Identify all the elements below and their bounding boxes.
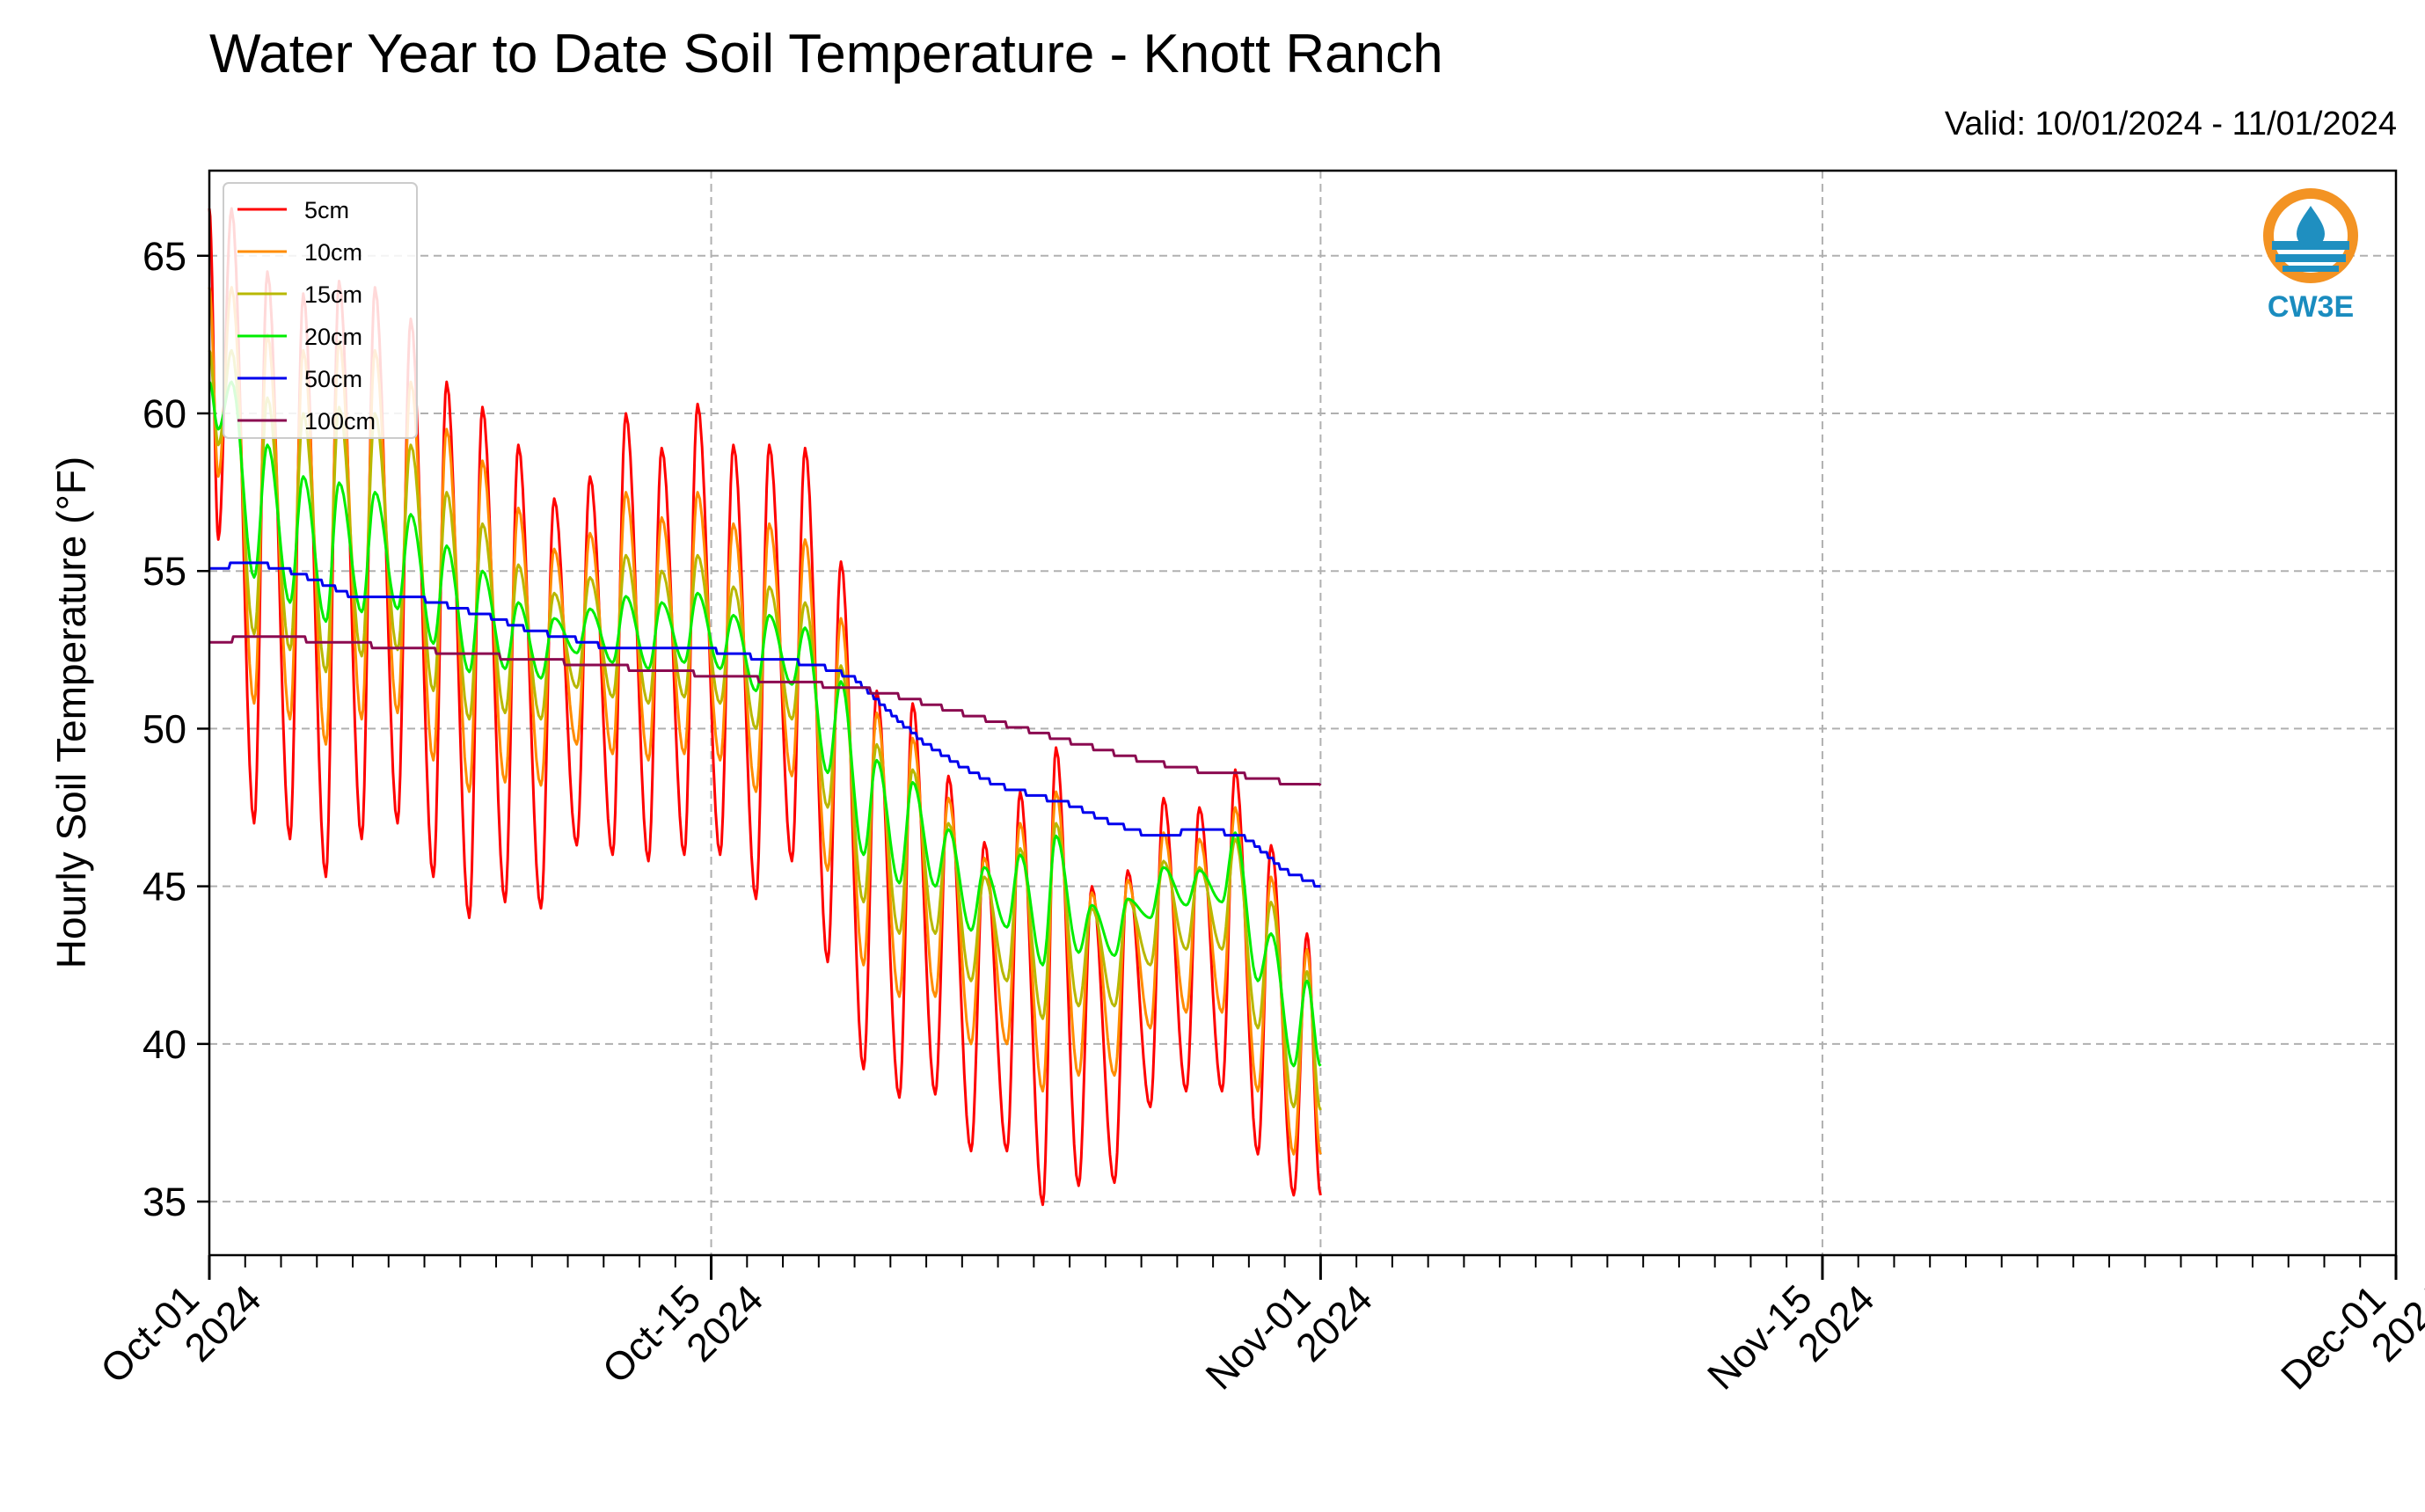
legend-label-10cm: 10cm [304,239,362,266]
legend-label-5cm: 5cm [304,197,349,223]
legend: 5cm 10cm 15cm 20cm 50cm 100cm [223,182,418,439]
y-tick-label: 55 [142,549,186,594]
y-tick-label: 35 [142,1180,186,1224]
cw3e-logo: CW3E [2263,188,2358,324]
y-tick-label: 45 [142,865,186,909]
y-tick-label: 40 [142,1022,186,1067]
series-line-50cm [209,561,1321,888]
series-line-20cm [208,380,1322,1068]
logo-text: CW3E [2268,290,2354,324]
y-axis-label: Hourly Soil Temperature (°F) [48,457,94,969]
valid-range-text: Valid: 10/01/2024 - 11/01/2024 [1944,106,2397,142]
legend-box [223,182,418,439]
logo-wave-3 [2283,266,2339,272]
chart-title: Water Year to Date Soil Temperature - Kn… [209,24,1443,84]
series-lines [208,207,1322,1207]
legend-label-20cm: 20cm [304,324,362,350]
y-tick-label: 60 [142,391,186,436]
logo-wave-2 [2275,254,2346,262]
y-axis-ticks: 35 40 45 50 55 60 65 [142,234,209,1224]
legend-label-15cm: 15cm [304,281,362,308]
series-line-100cm [209,635,1322,787]
legend-label-50cm: 50cm [304,366,362,392]
legend-label-100cm: 100cm [304,408,376,435]
logo-drop [2297,206,2325,248]
plot-frame [208,169,2398,1257]
y-tick-label: 50 [142,706,186,751]
y-tick-label: 65 [142,234,186,279]
